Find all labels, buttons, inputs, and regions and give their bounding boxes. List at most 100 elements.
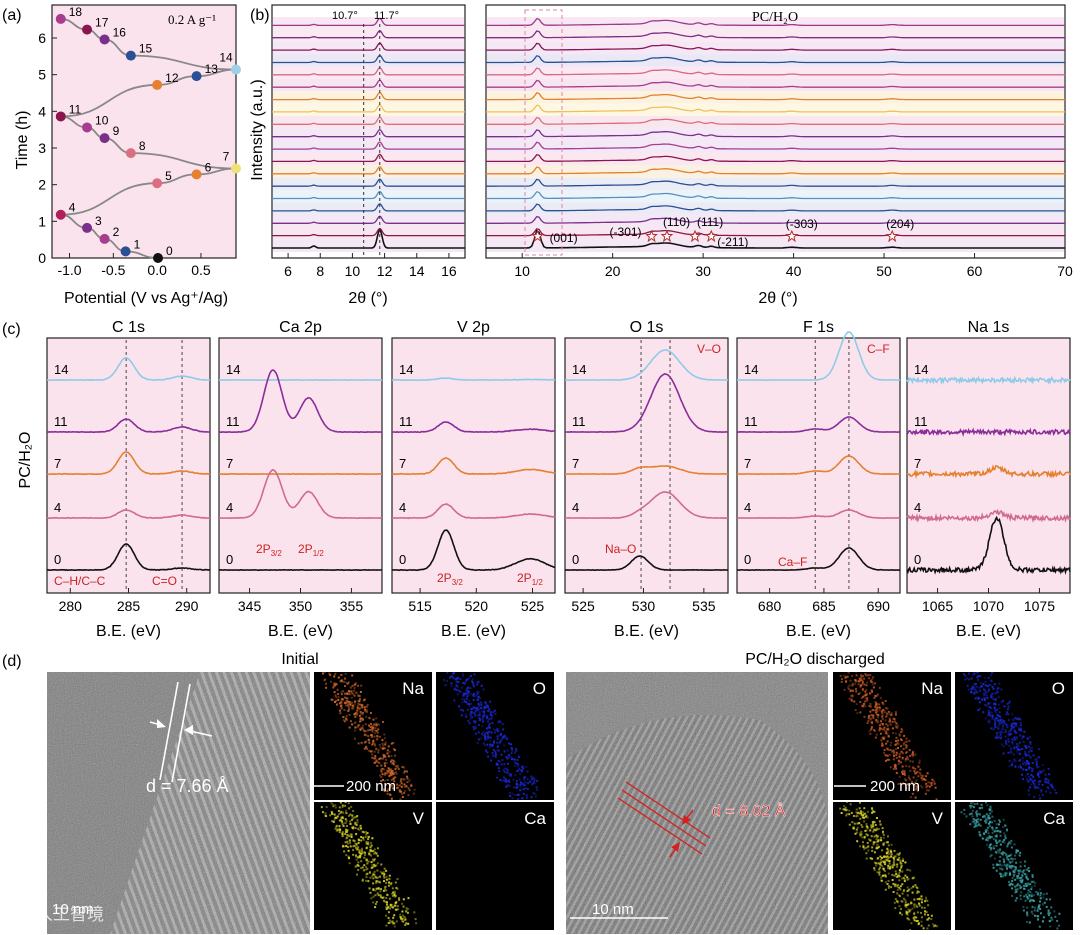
c-xtick-label: 355 (340, 598, 364, 614)
a-point-label: 18 (69, 5, 83, 19)
c-panel: V 2p 14 11 7 4 0 515 520 525 B.E. (eV) (391, 319, 556, 640)
b-pattern-curve (486, 215, 1065, 224)
c-state-label: 11 (399, 414, 413, 429)
b-pattern-curve (272, 91, 465, 101)
b-band (273, 165, 464, 178)
b-pattern-curve (486, 55, 1065, 64)
b-pattern-curve (272, 79, 465, 88)
b-pattern-curve (486, 67, 1065, 76)
eds-map-ca: Ca (436, 802, 554, 930)
c-spectrum-curve (564, 349, 729, 382)
panel-b-guide-label-1: 10.7° (332, 10, 358, 22)
tem-image-discharged (566, 672, 828, 934)
c-panel-title: Ca 2p (279, 319, 322, 336)
b-pattern-curve (272, 215, 465, 224)
tem-scale-label-initial: 10 nm (52, 901, 94, 918)
panel-a-letter: (a) (2, 7, 22, 24)
b-pattern-curve (272, 104, 465, 113)
c-panel-title: V 2p (457, 319, 490, 336)
a-point-label: 7 (223, 150, 230, 164)
eds-map-background (436, 802, 554, 930)
c-state-label: 4 (54, 500, 61, 515)
b-band (487, 91, 1064, 104)
c-state-label: 4 (744, 500, 751, 515)
c-xtick-label: 680 (758, 598, 782, 614)
eds-map-signal (321, 672, 416, 800)
a-point (125, 50, 136, 61)
a-point (55, 13, 66, 24)
panel-b-letter: (b) (250, 7, 270, 24)
c-state-label: 7 (399, 456, 406, 471)
c-spectrum-curve (737, 547, 901, 572)
a-curve-segment (60, 68, 237, 118)
b-reflection-label: (110) (663, 215, 690, 229)
b-band (273, 103, 464, 116)
c-plot-area (906, 337, 1071, 594)
a-xtick-label: -1.0 (57, 262, 81, 278)
b-pattern-curve (486, 166, 1065, 175)
c-xtick-label: 525 (521, 598, 545, 614)
a-point-label: 16 (113, 25, 127, 39)
c-spectrum-curve (736, 509, 901, 520)
eds-map-o: O (436, 672, 554, 800)
c-spectrum-curve (46, 543, 211, 572)
a-point-label: 10 (95, 113, 109, 127)
panel-d-letter: (d) (2, 653, 22, 670)
b-xtick-label: 12 (377, 263, 393, 279)
a-point (120, 246, 131, 257)
c-spectrum-curve (906, 464, 1071, 479)
b-reflection-label: (-301) (610, 225, 642, 239)
b-band (273, 140, 464, 154)
b-xtick-label: 10 (514, 263, 530, 279)
b-band (487, 66, 1064, 79)
d-spacing-marker-discharged (617, 781, 711, 858)
c-state-label: 0 (54, 552, 61, 567)
b-pattern-curve (272, 128, 465, 138)
a-point-label: 12 (165, 71, 179, 85)
c-state-label: 0 (744, 552, 751, 567)
b-pattern-curve (272, 178, 465, 187)
b-reflection-label: (-211) (717, 235, 748, 249)
c-state-label: 11 (54, 414, 68, 429)
b-band (273, 239, 464, 252)
c-state-label: 4 (914, 500, 921, 515)
c-xlabel: B.E. (eV) (786, 623, 851, 640)
c-spectrum-curve (47, 509, 210, 520)
b-band (487, 78, 1064, 92)
a-ytick-label: 5 (38, 67, 46, 83)
b-reflection-marker (660, 229, 674, 243)
panel-b-right-title: PC/H₂O (752, 10, 798, 25)
b-reflection-label: (-303) (786, 217, 818, 231)
c-state-label: 7 (572, 456, 579, 471)
map-scale-label-initial: 200 nm (346, 778, 396, 795)
c-state-label: 11 (744, 414, 758, 429)
map-scale-label-discharged: 200 nm (870, 778, 920, 795)
panel-b-left-xlabel: 2θ (°) (348, 290, 387, 307)
c-xtick-label: 525 (571, 598, 595, 614)
a-point (231, 163, 241, 174)
c-state-label: 11 (226, 414, 240, 429)
c-panel-title: F 1s (803, 319, 834, 336)
eds-map-signal (960, 802, 1061, 930)
panel-d-right-title: PC/H₂O discharged (745, 651, 885, 668)
b-band (487, 190, 1064, 203)
c-annotation: C=O (152, 574, 177, 588)
b-xtick-label: 14 (409, 263, 425, 279)
a-point (191, 169, 202, 180)
a-point-label: 3 (95, 214, 102, 228)
b-pattern-curve (486, 153, 1065, 163)
c-state-label: 14 (744, 362, 758, 377)
b-band (487, 115, 1064, 129)
eds-map-signal (962, 672, 1058, 800)
b-pattern-curve (486, 116, 1065, 125)
eds-map-label: Na (921, 679, 943, 698)
a-point-label: 15 (139, 42, 153, 56)
b-pattern-curve (272, 190, 465, 200)
a-xtick-label: 0.0 (147, 262, 167, 278)
b-pattern-curve (272, 203, 465, 212)
c-state-label: 7 (914, 456, 921, 471)
c-annotation: C–H/C–C (54, 574, 106, 588)
c-state-label: 14 (54, 362, 68, 377)
c-xtick-label: 280 (59, 598, 83, 614)
a-point (99, 233, 110, 244)
